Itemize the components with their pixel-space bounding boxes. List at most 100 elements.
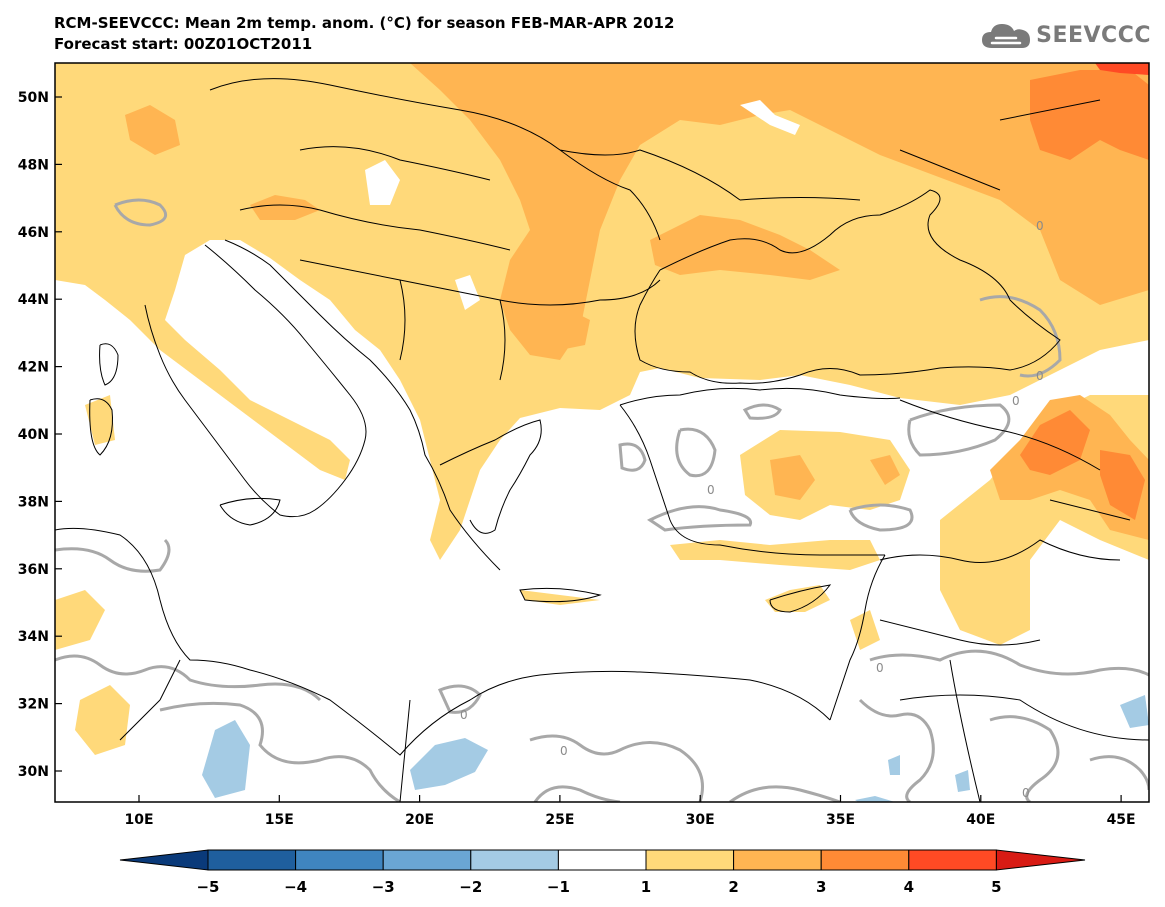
logo-text: SEEVCCC	[1036, 22, 1151, 48]
contour-label: 0	[1022, 786, 1030, 800]
lon-tick-label: 40E	[966, 812, 995, 828]
lat-tick-label: 42N	[18, 360, 49, 376]
africa-coast	[55, 527, 831, 756]
lat-tick-label: 32N	[18, 697, 49, 713]
anomaly-region-1to2-anatolia-coast	[670, 540, 880, 570]
zero-contour-line	[989, 715, 1060, 802]
colorbar-swatch	[207, 849, 297, 871]
anomaly-region-neg-sinai	[855, 796, 895, 802]
zero-contour-line	[529, 734, 704, 802]
anomaly-region-2to3-anatolia-east	[870, 455, 900, 485]
zero-contour-line	[647, 505, 753, 532]
anomaly-region-1to2-tunisia	[55, 590, 105, 650]
lat-tick-label: 48N	[18, 157, 49, 173]
colorbar-swatch	[908, 849, 997, 871]
contour-label: 0	[560, 744, 568, 758]
contour-label: 0	[1036, 219, 1044, 233]
anomaly-region-neg-jordan	[888, 755, 900, 775]
map-frame	[54, 62, 1150, 803]
zero-contours	[55, 198, 1149, 802]
anomaly-region-1to2-libya	[75, 685, 130, 755]
colorbar-label: −1	[547, 878, 570, 896]
anomaly-region-2to3-france	[125, 105, 180, 155]
zero-contour-line	[858, 698, 935, 802]
forecast-start: Forecast start: 00Z01OCT2011	[54, 35, 313, 53]
colorbar-label: 3	[816, 878, 826, 896]
lat-tick-label: 40N	[18, 427, 49, 443]
colorbar-swatch	[382, 849, 472, 871]
anomaly-region-neg-libya-east	[410, 738, 488, 790]
coastlines-borders	[55, 78, 1149, 802]
lat-tick-label: 50N	[18, 90, 49, 106]
colorbar-arrow-low	[119, 849, 209, 871]
colorbar-label: 4	[904, 878, 914, 896]
anomaly-region-1to2-sardinia	[85, 395, 115, 445]
zero-contour-line	[55, 654, 322, 702]
zero-contour-line	[533, 785, 621, 802]
colorbar-swatch	[295, 849, 384, 871]
colorbar-arrow-high	[995, 849, 1086, 871]
greece-coast	[439, 419, 542, 534]
contour-label: 0	[876, 661, 884, 675]
sardinia-coast	[89, 398, 113, 456]
anomaly-region-2to3-anatolia	[770, 455, 815, 500]
zero-contour-line	[159, 701, 401, 802]
anomaly-region-2to3-alps	[250, 195, 320, 220]
contour-labels: 0 0 0 0 0 0 0 0	[460, 219, 1044, 800]
cyprus-coast	[769, 584, 832, 613]
anomaly-region-2to3-ukraine-south	[650, 215, 840, 280]
lon-tick-label: 30E	[686, 812, 715, 828]
zero-contour-line	[979, 295, 1062, 378]
anomaly-region-2to3-north	[410, 63, 1149, 360]
colorbar-label: −3	[372, 878, 395, 896]
levant-coast	[829, 554, 886, 721]
corsica-coast	[99, 343, 119, 386]
colorbar-label: 5	[991, 878, 1001, 896]
anomaly-region-4to5-russia	[1095, 63, 1149, 75]
balkan-coast	[224, 239, 501, 571]
zero-contour-line	[675, 427, 717, 478]
lon-tick-label: 25E	[545, 812, 574, 828]
colorbar-label: −2	[459, 878, 482, 896]
zero-contour-line	[848, 503, 914, 532]
seevccc-logo: SEEVCCC	[980, 20, 1151, 50]
colorbar-swatch	[470, 849, 559, 871]
anomaly-region-1to2-north	[55, 63, 1149, 560]
anomaly-region-2to3-bulgaria	[545, 310, 590, 350]
zero-contour-line	[55, 538, 171, 573]
anomaly-gap-ukraine	[740, 100, 800, 135]
colorbar: −5 −4 −3 −2 −1 1 2 3 4 5	[119, 849, 1086, 896]
lon-tick-label: 35E	[826, 812, 855, 828]
zero-contour-line	[437, 684, 482, 714]
anomaly-region-3to4-caucasus	[1020, 410, 1090, 475]
lat-tick-label: 38N	[18, 494, 49, 510]
lon-tick-label: 10E	[124, 812, 153, 828]
italy-coast	[144, 244, 367, 518]
zero-contour-line	[618, 442, 647, 472]
anomaly-region-3to4-caucasus-east	[1100, 450, 1145, 520]
black-sea-coast	[634, 189, 1061, 384]
crete-coast	[519, 587, 602, 603]
colorbar-label: 1	[641, 878, 651, 896]
zero-contour-line	[742, 403, 782, 420]
lat-tick-label: 46N	[18, 225, 49, 241]
zero-contour-line	[729, 785, 841, 802]
lon-tick-label: 20E	[405, 812, 434, 828]
lat-tick-label: 30N	[18, 764, 49, 780]
colorbar-label: −5	[196, 878, 219, 896]
zero-contour-line	[907, 403, 1011, 457]
lat-tick-label: 34N	[18, 629, 49, 645]
anomaly-region-neg-libya-west	[202, 720, 250, 798]
lon-tick-label: 45E	[1107, 812, 1136, 828]
anomaly-gap-poland	[365, 160, 400, 205]
anomaly-field	[55, 63, 1149, 802]
cloud-icon	[982, 24, 1031, 48]
colorbar-label: −4	[284, 878, 307, 896]
anomaly-region-2to3-caucasus	[990, 395, 1149, 540]
colorbar-swatch	[820, 849, 910, 871]
anomaly-region-2to3-hungary	[530, 205, 565, 240]
contour-label: 0	[1012, 394, 1020, 408]
anomaly-region-neg-iraq	[1120, 695, 1149, 728]
zero-contour-line	[869, 649, 1149, 677]
colorbar-label: 2	[728, 878, 738, 896]
